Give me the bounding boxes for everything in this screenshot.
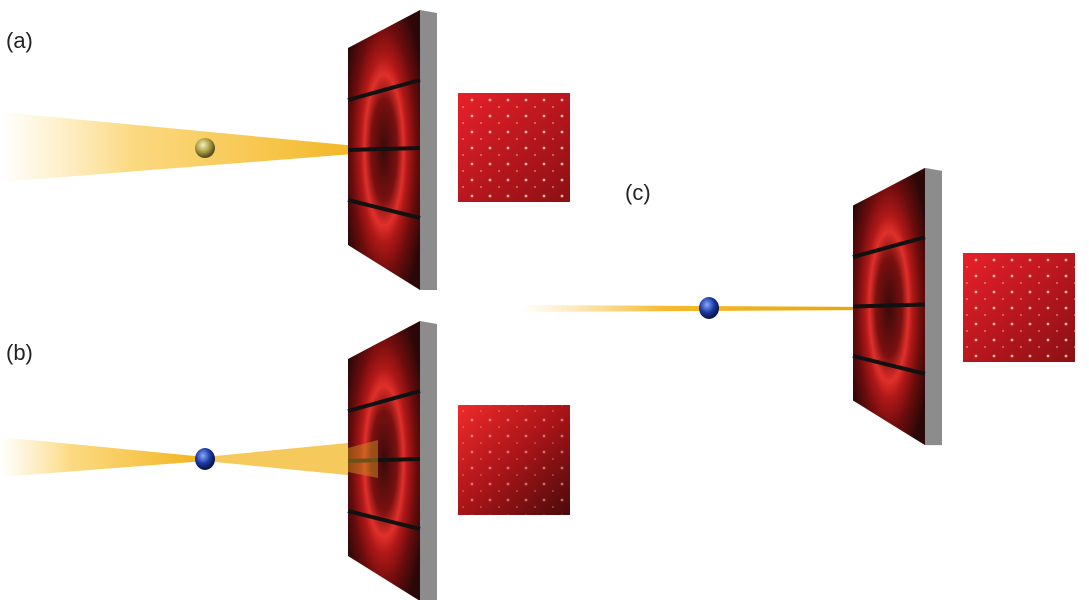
crystal <box>195 448 215 470</box>
panel-label: (a) <box>6 28 33 53</box>
beam-spot <box>348 440 378 478</box>
panel-a: (a) <box>0 8 570 292</box>
panel-label: (b) <box>6 340 33 365</box>
spots <box>458 405 570 515</box>
spots <box>963 253 1075 362</box>
panel-b: (b) <box>0 319 570 600</box>
panel-c: (c) <box>520 165 1075 448</box>
crystal <box>699 297 719 319</box>
beam <box>0 112 378 182</box>
beam <box>0 437 205 477</box>
beam <box>205 440 378 478</box>
detector <box>346 8 439 292</box>
detector <box>851 165 944 448</box>
spots <box>458 93 570 202</box>
panel-label: (c) <box>625 180 651 205</box>
crystal <box>195 138 215 158</box>
